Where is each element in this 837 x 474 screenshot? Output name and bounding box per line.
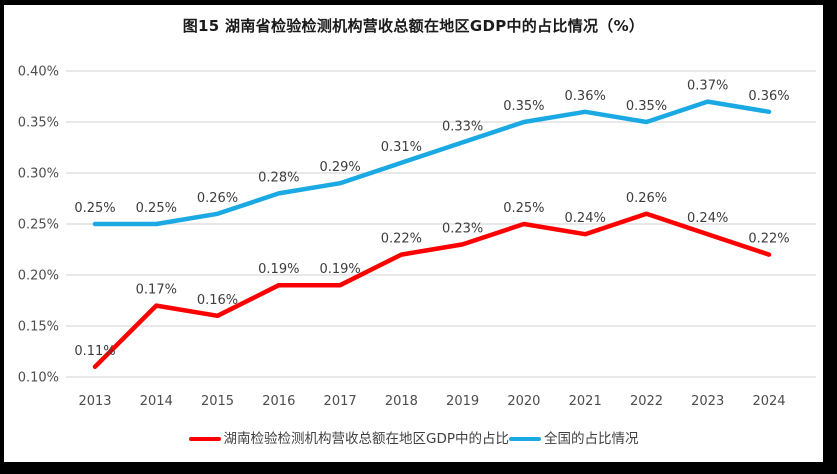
data-point-label: 0.26% [197,191,238,206]
x-axis-tick-label: 2020 [507,394,540,409]
x-axis-tick-label: 2023 [691,394,724,409]
legend-swatch-hunan-red-line [188,436,221,442]
data-point-label: 0.16% [197,293,238,308]
data-point-label: 0.25% [74,201,115,216]
x-axis-tick-label: 2021 [569,394,602,409]
data-point-label: 0.19% [319,262,360,277]
data-point-label: 0.36% [565,89,606,104]
data-point-label: 0.22% [381,232,422,247]
chart-title: 图15 湖南省检验检测机构营收总额在地区GDP中的占比情况（%） [182,17,645,35]
x-axis-tick-label: 2024 [752,394,785,409]
legend-item-hunan: 湖南检验检测机构营收总额在地区GDP中的占比 [188,429,510,449]
legend-item-national: 全国的占比情况 [509,429,639,449]
x-axis-tick-label: 2013 [78,394,111,409]
data-point-label: 0.24% [687,211,728,226]
data-point-label: 0.29% [319,160,360,175]
data-point-label: 0.26% [626,191,667,206]
data-point-label: 0.24% [565,211,606,226]
data-point-label: 0.22% [748,232,789,247]
data-point-label: 0.17% [136,283,177,298]
legend-swatch-national-blue-line [509,436,541,442]
data-point-label: 0.36% [748,89,789,104]
hunan-series-line [92,211,772,370]
x-axis-tick-label: 2018 [385,394,418,409]
x-axis-tick-label: 2016 [262,394,295,409]
line-chart: 0.10% 0.15% 0.20% 0.25% 0.30% 0.35% 0.40% 2013 2… [18,65,816,409]
data-point-label: 0.28% [258,170,299,185]
y-axis-tick-label: 0.30% [18,167,59,182]
legend-label-hunan: 湖南检验检测机构营收总额在地区GDP中的占比 [223,431,510,447]
data-point-label: 0.11% [74,344,115,359]
y-axis-tick-label: 0.25% [18,218,59,233]
x-axis-tick-label: 2014 [140,394,173,409]
data-point-label: 0.37% [687,79,728,94]
legend-label-national: 全国的占比情况 [544,431,639,447]
data-point-label: 0.23% [442,221,483,236]
y-axis-tick-label: 0.20% [18,269,59,284]
national-series-line [92,99,772,227]
data-point-label: 0.35% [626,99,667,114]
chart-legend: 湖南检验检测机构营收总额在地区GDP中的占比 全国的占比情况 [4,429,823,449]
data-point-label: 0.35% [503,99,544,114]
chart-panel: 图15 湖南省检验检测机构营收总额在地区GDP中的占比情况（%） 0.10% 0.… [4,5,823,462]
data-point-label: 0.19% [258,262,299,277]
data-point-label: 0.25% [136,201,177,216]
data-point-label: 0.31% [381,140,422,155]
x-axis-tick-label: 2022 [630,394,663,409]
y-axis-tick-label: 0.10% [18,371,59,386]
x-axis-tick-label: 2019 [446,394,479,409]
x-axis-tick-label: 2017 [324,394,357,409]
y-axis-tick-label: 0.40% [18,65,59,80]
data-point-label: 0.33% [442,119,483,134]
y-axis-tick-label: 0.15% [18,320,59,335]
x-axis-tick-label: 2015 [201,394,234,409]
data-point-label: 0.25% [503,201,544,216]
y-axis-tick-label: 0.35% [18,116,59,131]
